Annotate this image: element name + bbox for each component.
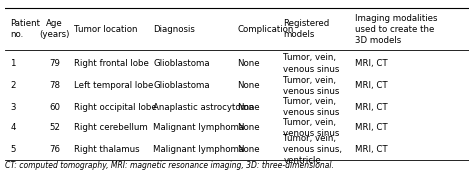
Text: MRI, CT: MRI, CT (356, 81, 388, 90)
Text: None: None (237, 145, 260, 154)
Text: 3: 3 (10, 103, 16, 112)
Text: None: None (237, 81, 260, 90)
Text: Tumor, vein,
venous sinus: Tumor, vein, venous sinus (283, 97, 340, 117)
Text: 76: 76 (49, 145, 60, 154)
Text: Patient
no.: Patient no. (10, 19, 40, 39)
Text: Age
(years): Age (years) (39, 19, 70, 39)
Text: MRI, CT: MRI, CT (356, 145, 388, 154)
Text: 78: 78 (49, 81, 60, 90)
Text: Right occipital lobe: Right occipital lobe (74, 103, 157, 112)
Text: Left temporal lobe: Left temporal lobe (74, 81, 154, 90)
Text: 52: 52 (49, 123, 60, 132)
Text: MRI, CT: MRI, CT (356, 59, 388, 68)
Text: Imaging modalities
used to create the
3D models: Imaging modalities used to create the 3D… (356, 14, 438, 45)
Text: MRI, CT: MRI, CT (356, 103, 388, 112)
Text: None: None (237, 103, 260, 112)
Text: 2: 2 (10, 81, 16, 90)
Text: Right frontal lobe: Right frontal lobe (74, 59, 149, 68)
Text: Registered
models: Registered models (283, 19, 330, 39)
Text: None: None (237, 59, 260, 68)
Text: MRI, CT: MRI, CT (356, 123, 388, 132)
Text: Malignant lymphoma: Malignant lymphoma (154, 145, 245, 154)
Text: 1: 1 (10, 59, 16, 68)
Text: Glioblastoma: Glioblastoma (154, 81, 210, 90)
Text: Right cerebellum: Right cerebellum (74, 123, 148, 132)
Text: Tumor, vein,
venous sinus: Tumor, vein, venous sinus (283, 118, 340, 138)
Text: 79: 79 (49, 59, 60, 68)
Text: CT: computed tomography, MRI: magnetic resonance imaging, 3D: three-dimensional.: CT: computed tomography, MRI: magnetic r… (5, 161, 334, 170)
Text: Complication: Complication (237, 25, 293, 34)
Text: None: None (237, 123, 260, 132)
Text: Malignant lymphoma: Malignant lymphoma (154, 123, 245, 132)
Text: Tumor location: Tumor location (74, 25, 138, 34)
Text: Tumor, vein,
venous sinus,
ventricle: Tumor, vein, venous sinus, ventricle (283, 134, 342, 165)
Text: 5: 5 (10, 145, 16, 154)
Text: Tumor, vein,
venous sinus: Tumor, vein, venous sinus (283, 76, 340, 96)
Text: Tumor, vein,
venous sinus: Tumor, vein, venous sinus (283, 53, 340, 74)
Text: Right thalamus: Right thalamus (74, 145, 140, 154)
Text: Diagnosis: Diagnosis (154, 25, 195, 34)
Text: 4: 4 (10, 123, 16, 132)
Text: Anaplastic astrocytoma: Anaplastic astrocytoma (154, 103, 255, 112)
Text: 60: 60 (49, 103, 60, 112)
Text: Glioblastoma: Glioblastoma (154, 59, 210, 68)
